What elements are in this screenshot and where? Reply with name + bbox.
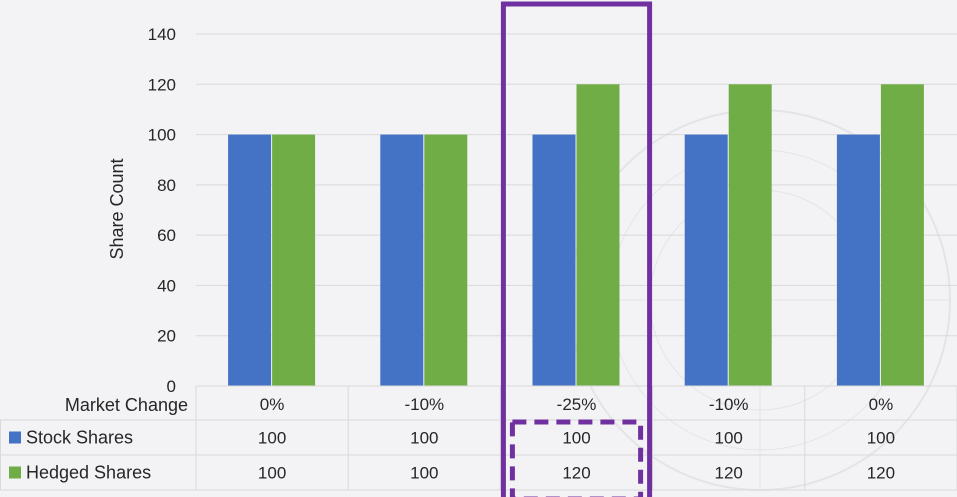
table-cell-value: 120	[562, 464, 590, 483]
highlight-box-dashed	[509, 419, 644, 497]
table-cell-value: 100	[410, 429, 438, 448]
bar-series	[228, 84, 924, 387]
y-axis-ticks: 0 20 40 60 80 100 120 140	[148, 25, 176, 396]
table-cell-category: -10%	[709, 395, 749, 414]
bar-hedged-shares	[728, 84, 772, 387]
y-tick-label: 60	[157, 226, 176, 245]
bar-stock-shares	[380, 134, 424, 386]
y-tick-label: 100	[148, 126, 176, 145]
table-row-label-market-change: Market Change	[65, 395, 188, 415]
table-cell-value: 100	[562, 429, 590, 448]
table-cell-value: 100	[258, 429, 286, 448]
highlight-box-solid	[500, 1, 653, 497]
table-cell-value: 100	[258, 464, 286, 483]
table-cell-value: 100	[410, 464, 438, 483]
y-tick-label: 20	[157, 327, 176, 346]
bar-hedged-shares	[576, 84, 620, 387]
table-cell-category: -25%	[557, 395, 597, 414]
table-cell-value: 100	[867, 429, 895, 448]
bar-hedged-shares	[880, 84, 924, 387]
table-cell-value: 120	[867, 464, 895, 483]
y-tick-label: 40	[157, 276, 176, 295]
y-axis-label: Share Count	[107, 158, 127, 259]
table-cell-category: -10%	[404, 395, 444, 414]
highlight-annotation	[500, 1, 653, 497]
y-tick-label: 140	[148, 25, 176, 44]
bar-stock-shares	[836, 134, 880, 386]
table-cell-value: 100	[715, 429, 743, 448]
legend-key-stock-shares	[9, 431, 21, 444]
legend-key-hedged-shares	[9, 466, 21, 479]
table-cell-category: 0%	[260, 395, 285, 414]
table-cell-value: 120	[715, 464, 743, 483]
bar-stock-shares	[228, 134, 272, 386]
data-table: Market Change Stock Shares Hedged Shares 0%…	[0, 385, 957, 491]
y-tick-label: 80	[157, 176, 176, 195]
y-tick-label: 120	[148, 75, 176, 94]
bar-hedged-shares	[272, 134, 316, 386]
table-row-label-hedged-shares: Hedged Shares	[26, 463, 151, 483]
table-row-label-stock-shares: Stock Shares	[26, 428, 133, 448]
table-cell-category: 0%	[869, 395, 894, 414]
bar-stock-shares	[684, 134, 728, 386]
y-tick-label: 0	[167, 377, 176, 396]
bar-stock-shares	[532, 134, 576, 386]
bar-hedged-shares	[424, 134, 468, 386]
